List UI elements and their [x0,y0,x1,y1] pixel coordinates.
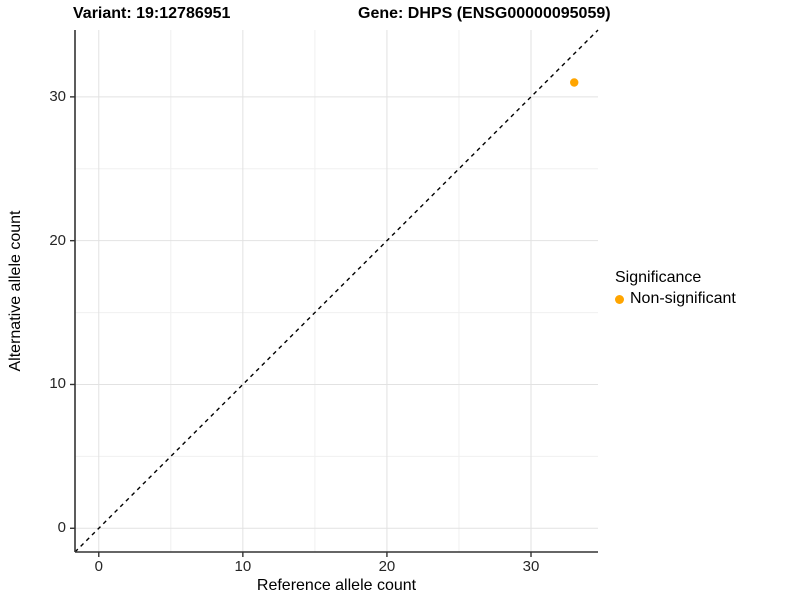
y-tick-label: 0 [57,519,66,537]
data-point [570,78,579,87]
legend-title: Significance [615,269,702,286]
legend-item-label: Non-significant [630,290,736,307]
y-tick-label: 30 [49,87,66,105]
x-tick-label: 20 [378,558,396,575]
legend-items: Non-significant [615,290,736,308]
y-axis-title: Alternative allele count [7,210,24,372]
legend-item: Non-significant [615,290,736,308]
legend-point-icon [615,294,624,304]
x-tick-label: 30 [522,558,540,575]
plot-panel [70,29,599,557]
y-tick-label: 10 [49,375,66,393]
x-tick-label: 0 [94,558,103,575]
plot-title-variant: Variant: 19:12786951 [73,5,231,22]
y-tick-label: 20 [49,231,66,249]
legend: Significance Non-significant [615,269,736,308]
plot-title-gene: Gene: DHPS (ENSG00000095059) [358,5,611,22]
identity-dashed-line [74,29,599,553]
x-tick-label: 10 [234,558,252,575]
x-axis-title: Reference allele count [256,577,417,594]
